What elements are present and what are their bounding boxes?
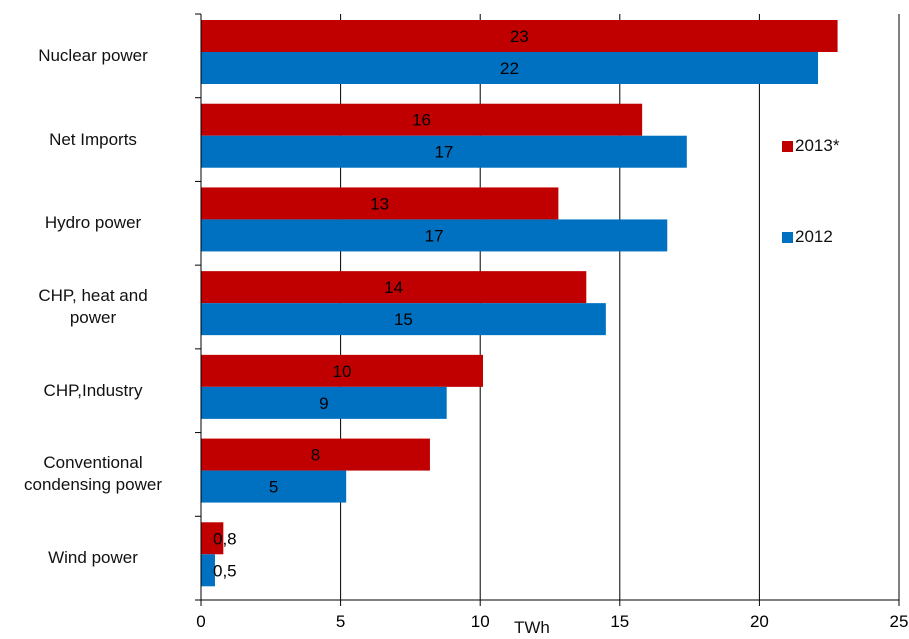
- category-label-line: CHP,Industry: [43, 380, 143, 400]
- category-label-line: Wind power: [48, 548, 138, 568]
- legend-label: 2012: [795, 227, 833, 246]
- data-label-2012-5: 5: [269, 478, 278, 497]
- category-label-6: Wind power: [0, 547, 186, 569]
- bar-2012-5: [201, 470, 347, 503]
- bar-2012-0: [201, 52, 819, 84]
- category-label-1: Net Imports: [0, 129, 186, 151]
- category-label-line: condensing power: [24, 475, 162, 495]
- category-label-0: Nuclear power: [0, 45, 186, 67]
- data-label-2012-0: 22: [500, 59, 519, 78]
- legend-entry-2013: 2013*: [782, 136, 839, 156]
- category-label-line: Nuclear power: [38, 45, 148, 65]
- x-axis-unit-label: TWh: [514, 618, 550, 637]
- x-tick-label-5: 5: [336, 612, 345, 631]
- category-label-4: CHP,Industry: [0, 380, 186, 402]
- x-tick-label-20: 20: [750, 612, 769, 631]
- bar-2013-3: [201, 271, 587, 304]
- legend-entry-2012: 2012: [782, 227, 833, 247]
- data-label-2013-2: 13: [370, 194, 389, 213]
- data-label-2012-1: 17: [434, 143, 453, 162]
- bar-2012-1: [201, 135, 687, 168]
- bar-2012-6: [201, 554, 215, 587]
- data-label-2012-2: 17: [425, 226, 444, 245]
- bar-2013-2: [201, 187, 559, 220]
- data-label-2012-4: 9: [319, 394, 328, 413]
- bar-2013-1: [201, 103, 643, 136]
- data-label-2013-1: 16: [412, 111, 431, 130]
- category-label-5: Conventional condensing power: [0, 452, 186, 496]
- category-label-line: CHP, heat and: [38, 286, 148, 305]
- data-label-2013-3: 14: [384, 278, 403, 297]
- bar-2013-5: [201, 438, 430, 471]
- category-label-3: CHP, heat and power: [0, 285, 186, 329]
- bar-2013-4: [201, 354, 483, 387]
- category-label-line: Net Imports: [49, 129, 137, 149]
- data-label-2013-6: 0,8: [213, 529, 237, 548]
- data-label-2013-4: 10: [333, 362, 352, 381]
- data-label-2012-3: 15: [394, 310, 413, 329]
- bar-2012-4: [201, 386, 447, 419]
- category-label-line: Conventional: [43, 453, 143, 473]
- legend-swatch: [782, 140, 793, 152]
- legend-swatch: [782, 231, 793, 243]
- bar-2012-3: [201, 303, 606, 336]
- data-label-2012-6: 0,5: [213, 561, 237, 580]
- bar-2012-2: [201, 219, 668, 252]
- x-tick-label-25: 25: [890, 612, 909, 631]
- data-label-2013-5: 8: [311, 446, 320, 465]
- legend-label: 2013*: [795, 136, 840, 155]
- x-tick-label-0: 0: [196, 612, 205, 631]
- x-tick-label-15: 15: [610, 612, 629, 631]
- category-label-line: Hydro power: [44, 213, 142, 233]
- category-label-line: power: [69, 308, 117, 327]
- bar-2013-6: [201, 522, 224, 555]
- x-tick-label-10: 10: [471, 612, 490, 631]
- data-label-2013-0: 23: [510, 27, 529, 46]
- category-label-2: Hydro power: [0, 212, 186, 234]
- bar-2013-0: [201, 20, 838, 52]
